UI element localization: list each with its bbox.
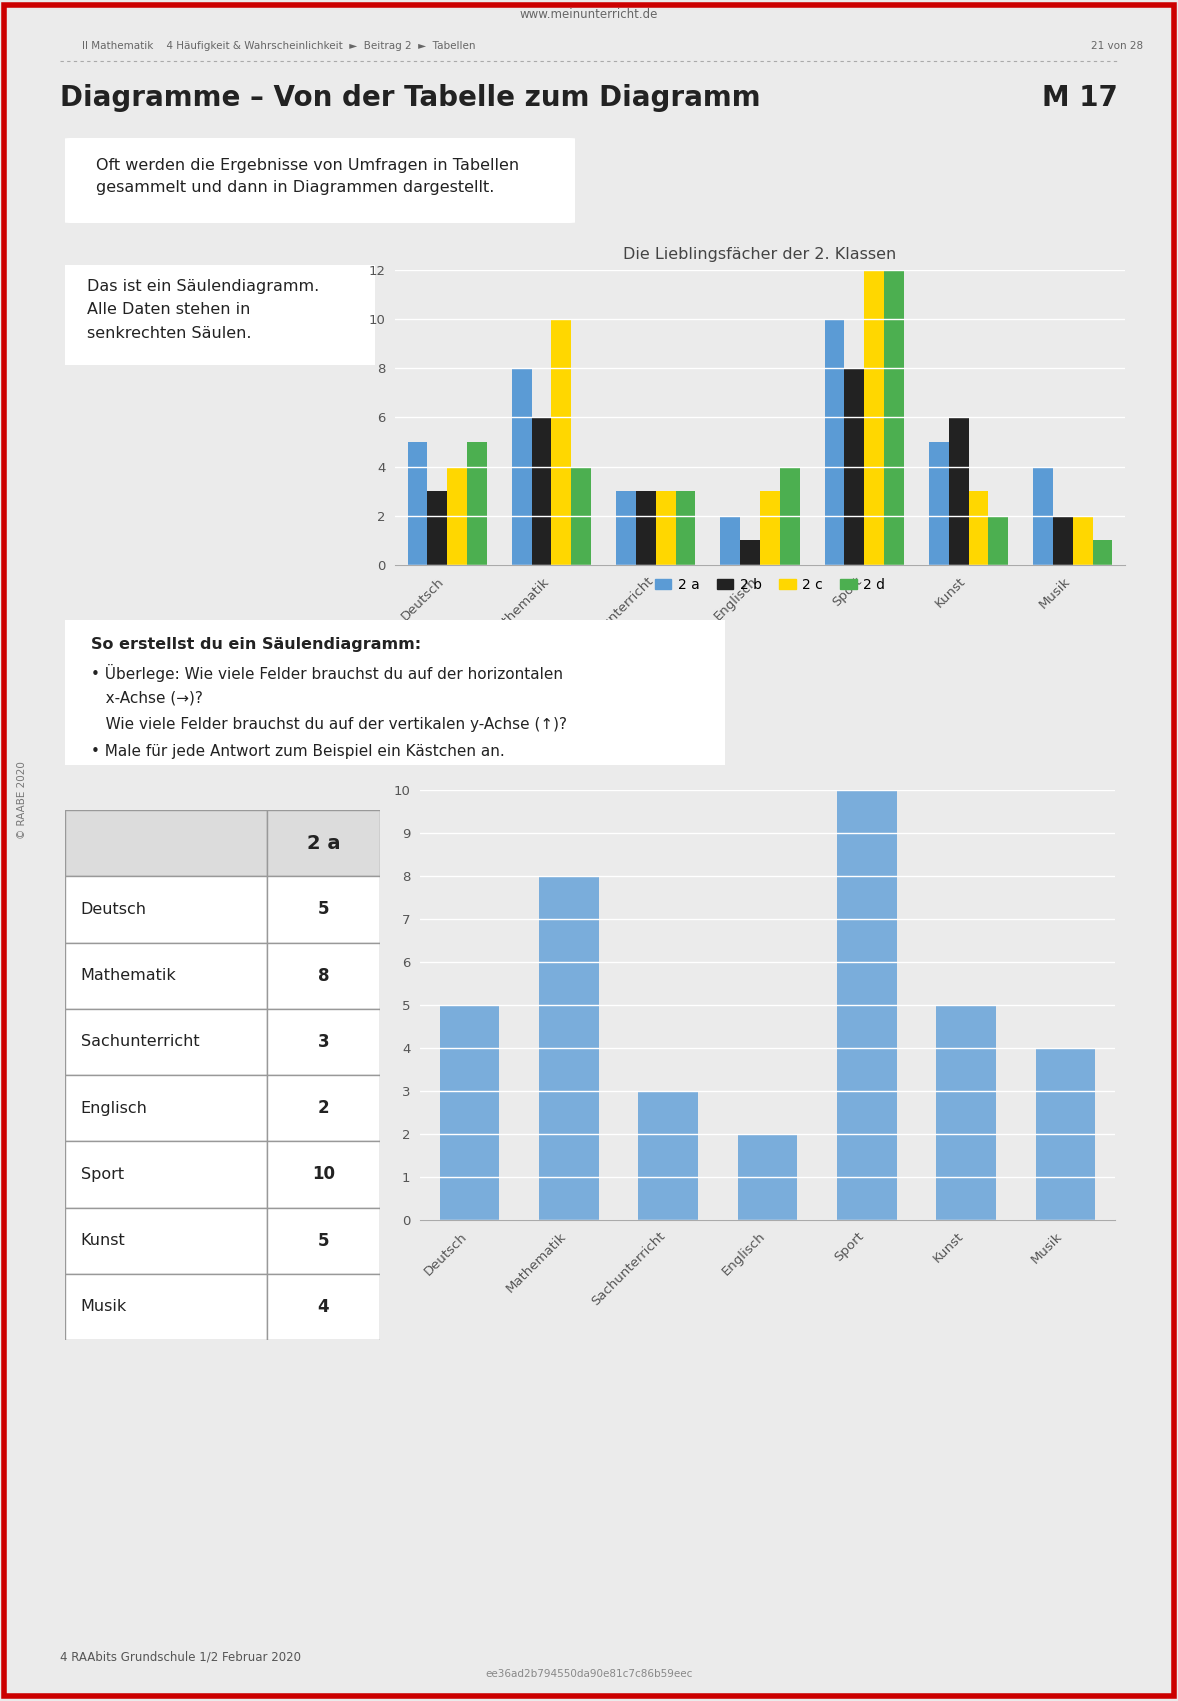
FancyBboxPatch shape	[59, 264, 382, 367]
Text: So erstellst du ein Säulendiagramm:: So erstellst du ein Säulendiagramm:	[92, 638, 422, 653]
FancyBboxPatch shape	[55, 138, 585, 225]
Bar	[780, 466, 800, 565]
FancyBboxPatch shape	[266, 942, 380, 1009]
Text: 4 RAAbits Grundschule 1/2 Februar 2020: 4 RAAbits Grundschule 1/2 Februar 2020	[60, 1650, 302, 1664]
FancyBboxPatch shape	[266, 1141, 380, 1208]
Legend: 2 a, 2 b, 2 c, 2 d: 2 a, 2 b, 2 c, 2 d	[649, 573, 891, 597]
Bar	[845, 369, 865, 565]
Bar	[636, 492, 656, 565]
Text: Mathematik: Mathematik	[81, 968, 177, 983]
FancyBboxPatch shape	[266, 876, 380, 942]
FancyBboxPatch shape	[65, 876, 266, 942]
Text: 8: 8	[318, 966, 329, 985]
Text: 2: 2	[318, 1099, 329, 1118]
FancyBboxPatch shape	[52, 619, 739, 767]
FancyBboxPatch shape	[65, 1208, 266, 1274]
Bar	[656, 492, 675, 565]
Text: • Überlege: Wie viele Felder brauchst du auf der horizontalen: • Überlege: Wie viele Felder brauchst du…	[92, 663, 563, 682]
Text: www.meinunterricht.de: www.meinunterricht.de	[519, 7, 659, 20]
Text: Sport: Sport	[81, 1167, 124, 1182]
Bar	[511, 369, 531, 565]
Text: Sachunterricht: Sachunterricht	[81, 1034, 199, 1050]
Text: Kunst: Kunst	[81, 1233, 126, 1249]
Text: • Male für jede Antwort zum Beispiel ein Kästchen an.: • Male für jede Antwort zum Beispiel ein…	[92, 743, 505, 759]
FancyBboxPatch shape	[65, 1141, 266, 1208]
Text: 4: 4	[318, 1298, 329, 1317]
FancyBboxPatch shape	[266, 1009, 380, 1075]
FancyBboxPatch shape	[266, 1208, 380, 1274]
Text: Musik: Musik	[81, 1300, 127, 1315]
FancyBboxPatch shape	[65, 1009, 266, 1075]
Bar	[540, 876, 598, 1220]
FancyBboxPatch shape	[65, 942, 266, 1009]
Bar	[551, 320, 571, 565]
Bar	[885, 270, 904, 565]
Text: 21 von 28: 21 von 28	[1091, 41, 1143, 51]
Bar	[865, 270, 885, 565]
Bar	[737, 1135, 798, 1220]
Bar	[760, 492, 780, 565]
Bar	[1035, 1048, 1096, 1220]
Bar	[968, 492, 988, 565]
Bar	[531, 417, 551, 565]
Bar	[937, 1005, 995, 1220]
Text: Deutsch: Deutsch	[81, 902, 147, 917]
Title: Die Lieblingsfächer der 2. Klassen: Die Lieblingsfächer der 2. Klassen	[623, 247, 896, 262]
Text: 2 a: 2 a	[306, 833, 340, 852]
Text: Oft werden die Ergebnisse von Umfragen in Tabellen
gesammelt und dann in Diagram: Oft werden die Ergebnisse von Umfragen i…	[95, 158, 518, 196]
FancyBboxPatch shape	[65, 810, 266, 876]
Bar	[675, 492, 695, 565]
FancyBboxPatch shape	[266, 1274, 380, 1340]
Bar	[408, 442, 428, 565]
Text: 3: 3	[318, 1033, 329, 1051]
Bar	[428, 492, 448, 565]
Text: Diagramme – Von der Tabelle zum Diagramm: Diagramme – Von der Tabelle zum Diagramm	[60, 83, 761, 112]
Bar	[948, 417, 968, 565]
Text: 5: 5	[318, 1232, 329, 1250]
Text: Englisch: Englisch	[81, 1101, 147, 1116]
FancyBboxPatch shape	[266, 1075, 380, 1141]
Text: x-Achse (→)?: x-Achse (→)?	[92, 691, 204, 706]
Bar	[1053, 515, 1073, 565]
Bar	[616, 492, 636, 565]
Text: 5: 5	[318, 900, 329, 919]
FancyBboxPatch shape	[65, 1274, 266, 1340]
Bar	[1033, 466, 1053, 565]
Text: II Mathematik    4 Häufigkeit & Wahrscheinlichkeit  ►  Beitrag 2  ►  Tabellen: II Mathematik 4 Häufigkeit & Wahrscheinl…	[82, 41, 476, 51]
Bar	[571, 466, 591, 565]
Bar	[1073, 515, 1093, 565]
Text: ee36ad2b794550da90e81c7c86b59eec: ee36ad2b794550da90e81c7c86b59eec	[485, 1669, 693, 1679]
Bar	[838, 789, 896, 1220]
FancyBboxPatch shape	[65, 1075, 266, 1141]
Bar	[638, 1090, 699, 1220]
Bar	[1093, 541, 1112, 565]
Text: Das ist ein Säulendiagramm.
Alle Daten stehen in
senkrechten Säulen.: Das ist ein Säulendiagramm. Alle Daten s…	[87, 279, 319, 340]
Text: M 17: M 17	[1043, 83, 1118, 112]
Bar	[740, 541, 760, 565]
Bar	[448, 466, 466, 565]
Text: © RAABE 2020: © RAABE 2020	[16, 760, 27, 839]
Text: Wie viele Felder brauchst du auf der vertikalen y-Achse (↑)?: Wie viele Felder brauchst du auf der ver…	[92, 718, 568, 731]
Bar	[929, 442, 948, 565]
FancyBboxPatch shape	[266, 810, 380, 876]
Bar	[439, 1005, 499, 1220]
Bar	[466, 442, 487, 565]
Bar	[988, 515, 1008, 565]
Text: 10: 10	[312, 1165, 335, 1184]
Bar	[721, 515, 740, 565]
Bar	[825, 320, 845, 565]
